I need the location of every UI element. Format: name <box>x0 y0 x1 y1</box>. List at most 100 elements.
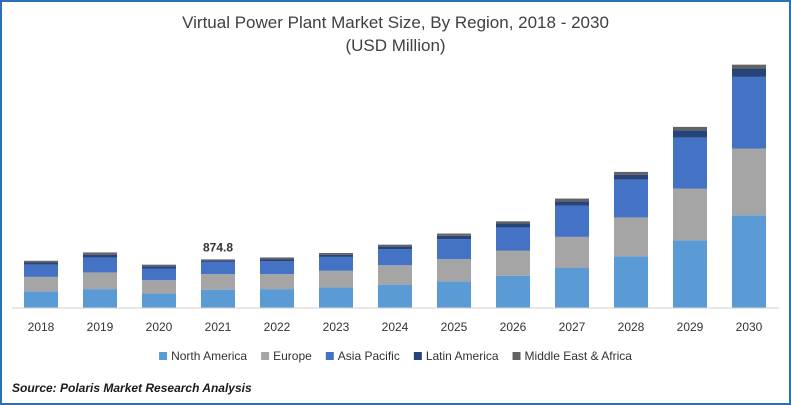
bar-2025-north-america <box>437 281 471 308</box>
bar-2028-latin-america <box>614 174 648 180</box>
bar-2028-middle-east-africa <box>614 171 648 175</box>
bar-2030-north-america <box>732 215 766 308</box>
bar-2019-asia-pacific <box>83 257 117 273</box>
bar-2024-north-america <box>378 284 412 308</box>
bar-2030-asia-pacific <box>732 76 766 149</box>
x-tick-label: 2026 <box>500 320 527 334</box>
bar-2024-europe <box>378 265 412 285</box>
bar-2026-europe <box>496 250 530 276</box>
bar-2023-europe <box>319 270 353 288</box>
bar-2029-north-america <box>673 240 707 308</box>
x-tick-label: 2023 <box>323 320 350 334</box>
bar-2022-latin-america <box>260 259 294 262</box>
legend-item: North America <box>159 349 247 363</box>
data-label-2021: 874.8 <box>203 240 233 254</box>
bar-2024-latin-america <box>378 246 412 250</box>
x-tick-label: 2018 <box>28 320 55 334</box>
chart-subtitle: (USD Million) <box>345 36 446 55</box>
bar-2019-europe <box>83 272 117 290</box>
chart-title: Virtual Power Plant Market Size, By Regi… <box>182 13 609 32</box>
bar-2030-middle-east-africa <box>732 64 766 69</box>
bar-2023-asia-pacific <box>319 256 353 271</box>
bar-2021-latin-america <box>201 260 235 262</box>
bar-2020-asia-pacific <box>142 268 176 281</box>
x-tick-label: 2022 <box>264 320 291 334</box>
bars-group <box>24 64 766 308</box>
x-tick-label: 2019 <box>87 320 114 334</box>
bar-2027-middle-east-africa <box>555 198 589 202</box>
bar-2028-asia-pacific <box>614 179 648 218</box>
bar-2030-latin-america <box>732 68 766 77</box>
bar-2021-north-america <box>201 289 235 308</box>
bar-2027-europe <box>555 236 589 268</box>
x-tick-label: 2027 <box>559 320 586 334</box>
legend-swatch <box>325 352 334 360</box>
bar-2022-europe <box>260 274 294 290</box>
bar-2019-middle-east-africa <box>83 252 117 255</box>
legend-swatch <box>413 352 422 360</box>
bar-2026-middle-east-africa <box>496 221 530 224</box>
bar-2023-latin-america <box>319 254 353 257</box>
legend-label: Middle East & Africa <box>525 349 633 363</box>
bar-2021-europe <box>201 274 235 290</box>
legend-item: Latin America <box>413 349 499 363</box>
legend-label: Europe <box>273 349 312 363</box>
bar-2021-asia-pacific <box>201 261 235 275</box>
bar-2029-europe <box>673 188 707 241</box>
legend-item: Asia Pacific <box>325 349 400 363</box>
bar-2026-asia-pacific <box>496 227 530 251</box>
x-tick-label: 2029 <box>677 320 704 334</box>
bar-2027-latin-america <box>555 201 589 206</box>
bar-2018-middle-east-africa <box>24 260 58 263</box>
bar-2018-latin-america <box>24 262 58 265</box>
bar-2025-europe <box>437 259 471 282</box>
bar-2028-north-america <box>614 256 648 308</box>
bar-2022-middle-east-africa <box>260 257 294 260</box>
bar-2023-middle-east-africa <box>319 253 353 255</box>
bar-2025-latin-america <box>437 235 471 240</box>
bar-2024-middle-east-africa <box>378 244 412 247</box>
bar-2019-latin-america <box>83 254 117 258</box>
bar-2022-north-america <box>260 289 294 308</box>
bar-2020-middle-east-africa <box>142 264 176 267</box>
legend-swatch <box>159 352 168 360</box>
bar-2018-asia-pacific <box>24 264 58 277</box>
legend-label: Latin America <box>426 349 499 363</box>
x-tick-label: 2030 <box>736 320 763 334</box>
x-tick-label: 2024 <box>382 320 409 334</box>
x-tick-label: 2028 <box>618 320 645 334</box>
bar-2026-latin-america <box>496 223 530 228</box>
legend-item: Middle East & Africa <box>512 349 633 363</box>
bar-2030-europe <box>732 148 766 216</box>
bar-2026-north-america <box>496 275 530 308</box>
bar-2027-north-america <box>555 268 589 308</box>
x-tick-label: 2021 <box>205 320 232 334</box>
bar-2019-north-america <box>83 289 117 308</box>
bar-2020-north-america <box>142 293 176 308</box>
legend-label: Asia Pacific <box>338 349 400 363</box>
bar-2023-north-america <box>319 287 353 308</box>
bar-2020-europe <box>142 280 176 294</box>
bar-2029-asia-pacific <box>673 137 707 189</box>
bar-2028-europe <box>614 217 648 257</box>
bar-2018-north-america <box>24 291 58 308</box>
bar-2020-latin-america <box>142 266 176 269</box>
bar-2021-middle-east-africa <box>201 259 235 261</box>
x-tick-label: 2020 <box>146 320 173 334</box>
legend-swatch <box>512 352 521 360</box>
bar-2025-middle-east-africa <box>437 233 471 236</box>
source-note: Source: Polaris Market Research Analysis <box>12 381 252 395</box>
legend-item: Europe <box>261 349 312 363</box>
bar-2029-middle-east-africa <box>673 126 707 131</box>
bar-2018-europe <box>24 276 58 292</box>
bar-2027-asia-pacific <box>555 205 589 237</box>
legend-label: North America <box>171 349 247 363</box>
data-labels: 874.8 <box>203 240 233 254</box>
bar-2022-asia-pacific <box>260 261 294 275</box>
bar-2024-asia-pacific <box>378 249 412 266</box>
legend-swatch <box>261 352 270 360</box>
bar-2029-latin-america <box>673 130 707 138</box>
x-tick-label: 2025 <box>441 320 468 334</box>
